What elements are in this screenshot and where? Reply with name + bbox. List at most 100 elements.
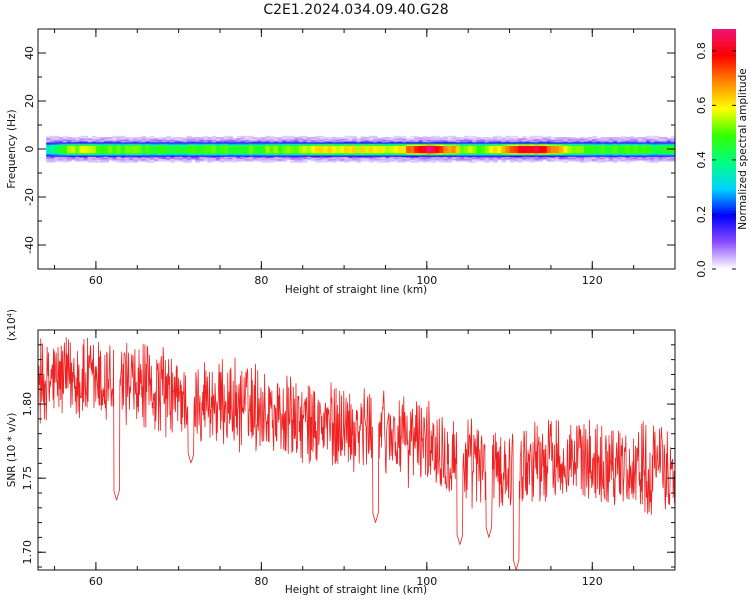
spectrogram-cell [95,144,101,146]
spectrogram-cell [455,143,461,145]
spectrogram-cell [356,152,362,155]
spectrogram-cell [526,152,531,155]
spectrogram-cell [385,138,391,140]
spectrogram-cell [315,151,320,154]
spectrogram-cell [497,135,502,138]
spectrogram-cell [617,158,622,161]
spectrogram-cell [95,141,101,144]
spectrogram-cell [129,158,134,161]
spectrogram-cell [199,159,205,162]
spectrogram-cell [406,153,411,156]
spectrogram-cell [273,151,279,154]
spectrogram-cell [567,151,573,154]
spectrogram-cell [493,147,498,150]
spectrogram-cell [54,141,60,144]
spectrogram-cell [286,150,291,152]
spectrogram-cell [666,141,672,144]
spectrogram-cell [91,143,97,145]
spectrogram-cell [220,141,225,144]
spectrogram-cell [608,155,614,157]
snr-y-axis-label: SNR (10 * v/v) [6,413,18,488]
spectrogram-cell [662,149,668,151]
spectrogram-cell [517,145,523,148]
spectrogram-cell [629,150,635,152]
spectrogram-cell [464,135,469,138]
spectrogram-cell [501,141,507,144]
spectrogram-cell [542,150,548,152]
spectrogram-cell [439,153,444,156]
spectrogram-cell [339,152,345,155]
spectrogram-cell [79,152,85,155]
spectrogram-cell [579,138,585,140]
spectrogram-cell [248,151,254,154]
spectrogram-cell [373,153,378,156]
spectrogram-cell [141,144,147,146]
spectrogram-cell [153,141,159,144]
spectrogram-cell [476,157,482,160]
spectrogram-cell [414,137,420,139]
spectrogram-cell [294,161,300,163]
spectrogram-cell [356,147,362,150]
spectrogram-cell [311,147,316,150]
spectrogram-cell [157,158,163,161]
spectrogram-cell [286,140,291,143]
spectrogram-cell [327,143,333,145]
spectrogram-cell [112,150,118,152]
spectrogram-cell [497,157,502,160]
spectrogram-cell [191,143,196,145]
spectrogram-cell [381,144,387,146]
spectrogram-cell [650,151,655,154]
spectrogram-cell [79,140,85,143]
spectrogram-cell [79,159,85,162]
spectrogram-cell [79,139,85,142]
spectrogram-cell [368,135,374,138]
spectrogram-cell [133,140,138,143]
spectrogram-cell [261,146,267,149]
spectrogram-cell [629,147,635,150]
spectrogram-cell [443,137,449,139]
spectrogram-cell [352,144,358,146]
spectrogram-cell [79,158,85,161]
spectrogram-cell [286,152,291,155]
spectrogram-cell [381,161,387,163]
spectrogram-cell [443,138,449,140]
spectrogram-cell [66,141,72,144]
spectrogram-cell [666,139,672,142]
spectrogram-cell [108,144,114,146]
spectrogram-cell [546,135,552,138]
spectrogram-cell [604,139,610,142]
spectrogram-cell [182,159,188,162]
spectrogram-cell [145,146,151,149]
spectrogram-cell [311,144,316,146]
y-tick-label: 1.70 [21,540,34,565]
spectrogram-cell [646,151,651,154]
spectrogram-cell [509,155,515,157]
spectrogram-cell [550,156,556,158]
spectrogram-cell [348,141,353,144]
spectrogram-cell [344,151,349,154]
spectrogram-cell [513,140,519,143]
spectrogram-cell [654,151,660,154]
spectrogram-cell [91,161,97,163]
spectrogram-cell [621,147,626,150]
spectrogram-cell [517,147,523,150]
spectrogram-cell [402,150,407,152]
spectrogram-cell [534,138,540,140]
spectrogram-cell [650,145,655,148]
spectrogram-cell [484,145,490,148]
spectrogram-cell [592,151,598,154]
spectrogram-cell [447,144,453,146]
spectrogram-cell [286,149,291,151]
spectrogram-cell [199,158,205,161]
spectrogram-cell [575,147,581,150]
spectrogram-cell [66,137,72,139]
spectrogram-cell [112,140,118,143]
spectrogram-cell [203,152,209,155]
spectrogram-cell [501,146,507,149]
spectrogram-cell [71,141,76,144]
spectrogram-cell [468,140,473,143]
spectrogram-cell [290,135,296,138]
spectrogram-cell [534,139,540,142]
spectrogram-cell [368,144,374,146]
spectrogram-cell [141,137,147,139]
